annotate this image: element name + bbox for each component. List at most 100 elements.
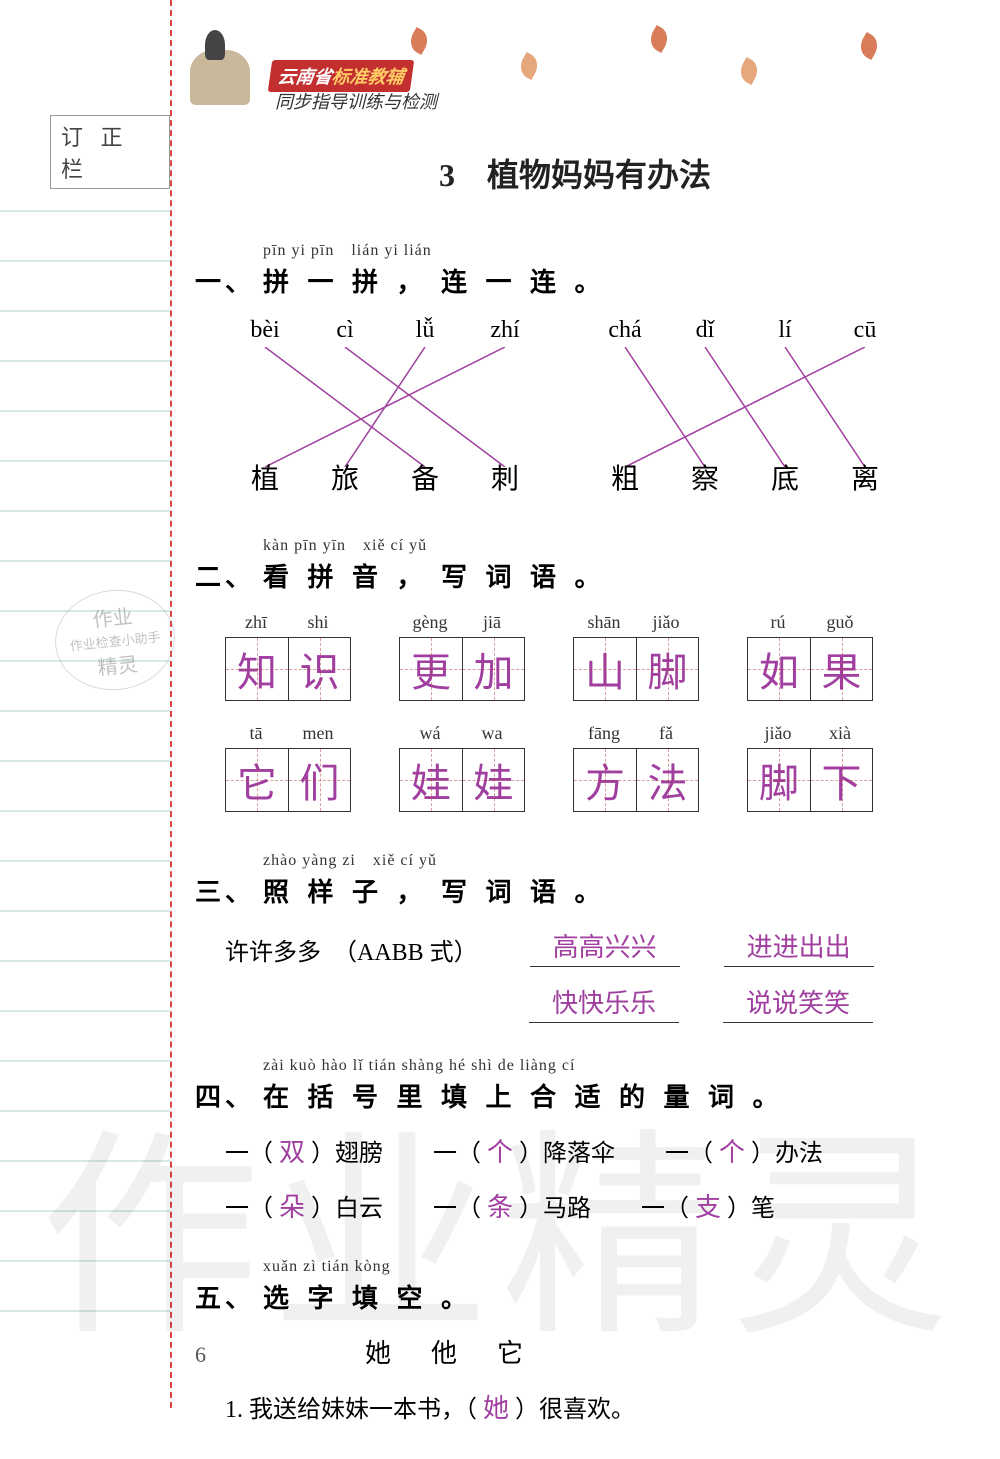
match-char-item: 粗: [585, 457, 665, 497]
char-cell: 如: [748, 638, 810, 700]
item-suffix: ）办法: [751, 1141, 823, 1167]
section-2: 二、 kàn pīn yīn xiě cí yǔ 看 拼 音 ， 写 词 语 。…: [195, 531, 955, 812]
word-box: 娃娃: [399, 748, 525, 812]
section-5-item-after: ）很喜欢。: [515, 1397, 635, 1423]
brand-suffix: 标准教辅: [330, 67, 405, 87]
measure-word-item: 一（个）降落伞: [433, 1132, 615, 1169]
section-5-item-answer: 她: [477, 1394, 515, 1423]
section-5-item-num: 1.: [225, 1397, 243, 1423]
char-cell: 更: [400, 638, 462, 700]
match-pinyin-item: zhí: [465, 317, 545, 344]
char-cell: 它: [226, 749, 288, 811]
measure-word-item: 一（双）翅膀: [225, 1132, 383, 1169]
margin-rule-line: [0, 810, 170, 812]
word-group: rúguǒ如果: [747, 612, 873, 701]
pinyin-syllable: jiǎo: [635, 612, 697, 633]
match-top-row: bèicìlǚzhíchádǐlícū: [225, 317, 955, 344]
section-1-head: 一、 pīn yi pīn lián yi lián 拼 一 拼 ， 连 一 连…: [195, 236, 955, 299]
section-3-answer-2: 快快乐乐: [529, 983, 679, 1023]
leaf-icon: [856, 32, 883, 60]
section-3-row-1: 许许多多 （AABB 式） 高高兴兴 进进出出: [225, 927, 955, 967]
section-5-num: 五、: [195, 1278, 255, 1315]
pinyin-syllable: tā: [225, 723, 287, 744]
margin-rule-line: [0, 760, 170, 762]
item-suffix: ）笔: [727, 1196, 775, 1222]
item-suffix: ）降落伞: [519, 1141, 615, 1167]
page-number: 6: [195, 1342, 206, 1368]
match-bottom-row: 植旅备刺粗察底离: [225, 457, 955, 497]
char-cell: 下: [810, 749, 872, 811]
section-5-item-1: 1. 我送给妹妹一本书，（她）很喜欢。: [225, 1388, 955, 1425]
section-3-answer-3: 说说笑笑: [723, 983, 873, 1023]
word-pinyin: wáwa: [399, 723, 525, 744]
word-group: zhīshi知识: [225, 612, 351, 701]
match-char-item: 备: [385, 457, 465, 497]
leaf-icon: [406, 27, 433, 55]
section-3-head: 三、 zhào yàng zi xiě cí yǔ 照 样 子 ， 写 词 语 …: [195, 846, 955, 909]
char-cell: 娃: [400, 749, 462, 811]
word-group: jiǎoxià脚下: [747, 723, 873, 812]
word-group: wáwa 娃娃: [399, 723, 525, 812]
item-prefix: 一（: [641, 1196, 689, 1222]
item-prefix: 一（: [433, 1196, 481, 1222]
leaf-icon: [646, 25, 673, 53]
section-5-pinyin: xuǎn zì tián kòng: [263, 1258, 473, 1276]
main-content: 3 植物妈妈有办法 一、 pīn yi pīn lián yi lián 拼 一…: [195, 150, 955, 1459]
margin-rule-line: [0, 360, 170, 362]
section-5-item-before: 我送给妹妹一本书，（: [249, 1397, 477, 1423]
section-1-pinyin: pīn yi pīn lián yi lián: [263, 236, 607, 260]
item-suffix: ）翅膀: [311, 1141, 383, 1167]
margin-label: 订 正 栏: [50, 115, 170, 189]
page-header: 云南省标准教辅 同步指导训练与检测: [180, 20, 960, 120]
pinyin-syllable: rú: [747, 612, 809, 633]
word-box: 知识: [225, 637, 351, 701]
pinyin-syllable: xià: [809, 723, 871, 744]
word-box: 它们: [225, 748, 351, 812]
pinyin-syllable: wá: [399, 723, 461, 744]
word-group: gèngjiā更加: [399, 612, 525, 701]
margin-rule-line: [0, 260, 170, 262]
measure-word-item: 一（条）马路: [433, 1187, 591, 1224]
match-char-item: 刺: [465, 457, 545, 497]
section-1-num: 一、: [195, 262, 255, 299]
section-4-head: 四、 zài kuò hào lǐ tián shàng hé shì de l…: [195, 1057, 955, 1114]
margin-rule-line: [0, 1010, 170, 1012]
margin-rule-line: [0, 1310, 170, 1312]
section-4-pinyin: zài kuò hào lǐ tián shàng hé shì de liàn…: [263, 1057, 785, 1075]
section-5-choices: 她他它: [365, 1333, 955, 1370]
section-2-pinyin: kàn pīn yīn xiě cí yǔ: [263, 531, 607, 555]
measure-word-item: 一（支）笔: [641, 1187, 775, 1224]
pinyin-syllable: men: [287, 723, 349, 744]
section-3-row-2: 快快乐乐 说说笑笑: [225, 983, 955, 1023]
item-answer: 条: [481, 1193, 519, 1222]
section-3-num: 三、: [195, 872, 255, 909]
match-char-item: 旅: [305, 457, 385, 497]
leaf-icon: [516, 52, 543, 80]
margin-rule-line: [0, 560, 170, 562]
section-3-title: 照 样 子 ， 写 词 语 。: [263, 872, 607, 909]
section-4-row: 一（双）翅膀一（个）降落伞一（个）办法: [225, 1132, 955, 1169]
word-group: shānjiǎo 山脚: [573, 612, 699, 701]
item-prefix: 一（: [225, 1141, 273, 1167]
margin-rule-line: [0, 960, 170, 962]
word-box: 山脚: [573, 637, 699, 701]
word-pinyin: tāmen: [225, 723, 351, 744]
match-pinyin-item: cū: [825, 317, 905, 344]
match-pinyin-item: lí: [745, 317, 825, 344]
char-cell: 知: [226, 638, 288, 700]
section-3-example: 许许多多 （AABB 式）: [225, 932, 478, 967]
brand-prefix: 云南省: [276, 67, 333, 87]
item-answer: 支: [689, 1193, 727, 1222]
section-2-title: 看 拼 音 ， 写 词 语 。: [263, 557, 607, 594]
section-4-title: 在 括 号 里 填 上 合 适 的 量 词 。: [263, 1077, 785, 1114]
section-4-row: 一（朵）白云一（条）马路一（支）笔: [225, 1187, 955, 1224]
word-box: 如果: [747, 637, 873, 701]
section-5-title: 选 字 填 空 。: [263, 1278, 473, 1315]
section-3-answer-0: 高高兴兴: [530, 927, 680, 967]
word-pinyin: shānjiǎo: [573, 612, 699, 633]
leaf-icon: [736, 57, 763, 85]
margin-rule-line: [0, 460, 170, 462]
section-1: 一、 pīn yi pīn lián yi lián 拼 一 拼 ， 连 一 连…: [195, 236, 955, 497]
section-1-title: 拼 一 拼 ， 连 一 连 。: [263, 262, 607, 299]
margin-rule-line: [0, 1260, 170, 1262]
